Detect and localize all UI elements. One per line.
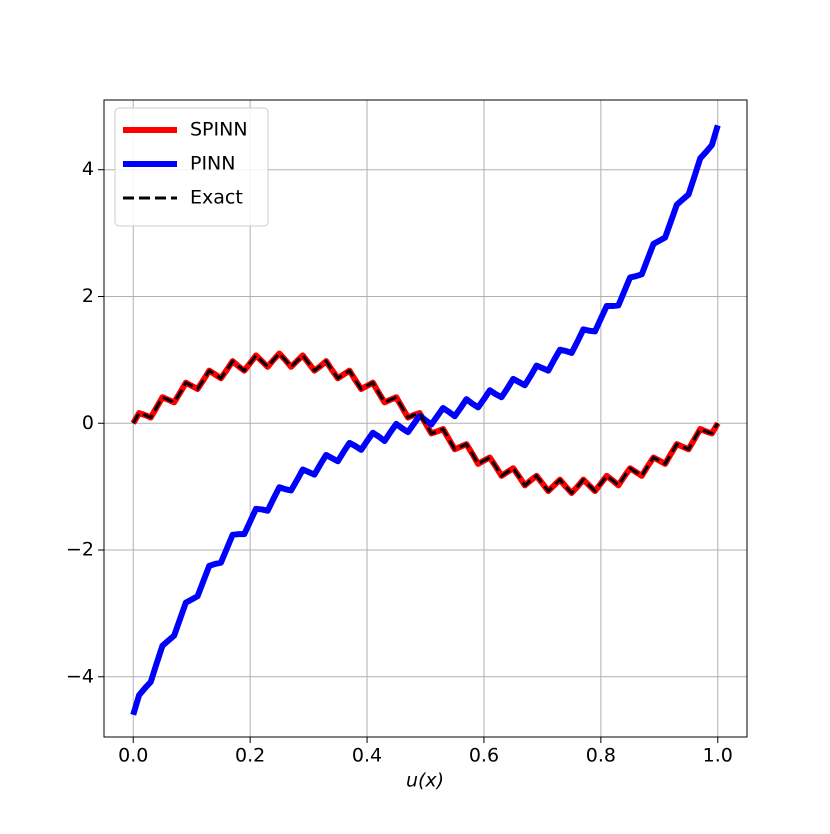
- y-tick-label: 4: [82, 158, 94, 180]
- y-tick-label: 2: [82, 285, 94, 307]
- series-line: [131, 352, 720, 495]
- x-tick-label: 0.2: [235, 745, 265, 767]
- y-tick-label: 0: [82, 412, 94, 434]
- plot-frame: [103, 99, 748, 738]
- x-tick-label: 0.4: [352, 745, 382, 767]
- legend-box: [114, 107, 269, 227]
- legend-label: Exact: [190, 187, 243, 209]
- x-tick-label: 0.6: [469, 745, 499, 767]
- y-tick-label: −2: [66, 539, 94, 561]
- x-tick-label: 1.0: [703, 745, 733, 767]
- legend-label: SPINN: [190, 119, 248, 141]
- y-tick-label: −4: [66, 665, 94, 687]
- x-tick-label: 0.0: [118, 745, 148, 767]
- legend-label: PINN: [190, 153, 236, 175]
- series-line: [130, 124, 721, 716]
- x-tick-label: 0.8: [586, 745, 616, 767]
- x-axis-label: u(x): [406, 770, 444, 792]
